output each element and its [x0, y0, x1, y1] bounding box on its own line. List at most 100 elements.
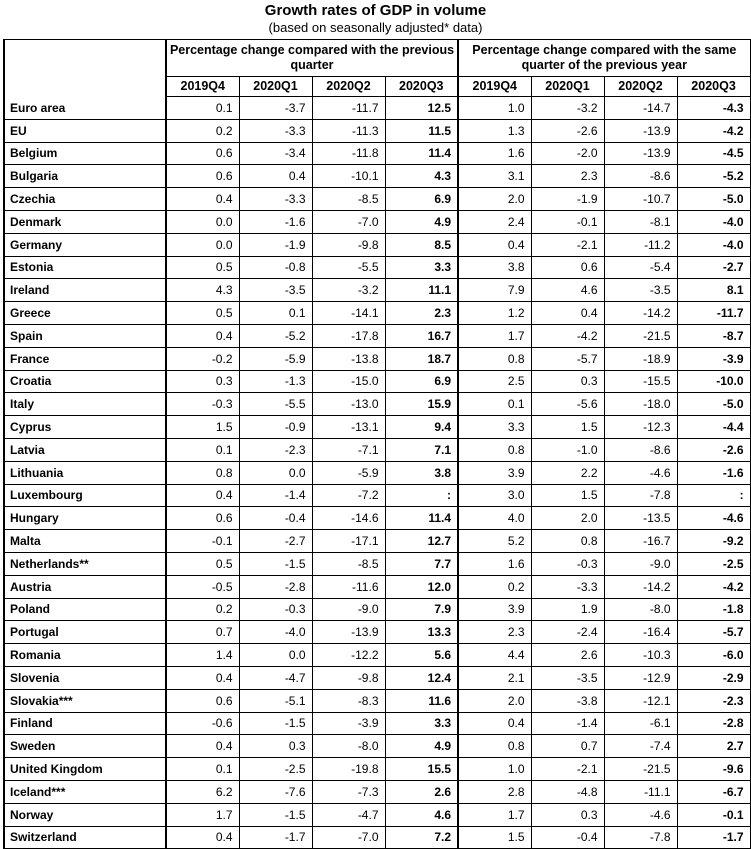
value-cell: 0.7	[165, 620, 239, 645]
value-cell: -7.6	[238, 780, 312, 804]
value-cell: 0.3	[238, 734, 312, 759]
value-cell: -16.7	[603, 529, 678, 553]
value-cell: 2.4	[457, 210, 532, 234]
table-row: Euro area 0.1 -3.7 -11.7 12.5 1.0 -3.2 -14.7 -4.…	[4, 96, 751, 120]
value-cell: -1.6	[238, 210, 312, 234]
value-cell: -5.1	[238, 689, 312, 713]
value-cell: -12.9	[603, 666, 678, 690]
year-group-header: Percentage change compared with the same…	[457, 39, 751, 77]
value-cell: -13.0	[311, 392, 385, 417]
value-cell: -3.3	[238, 119, 312, 143]
value-cell: -2.8	[238, 575, 312, 599]
country-label: Czechia	[4, 187, 166, 211]
value-cell: -1.6	[676, 461, 751, 485]
value-cell: -4.0	[676, 233, 751, 257]
value-cell: -2.3	[238, 438, 312, 462]
value-cell: -0.3	[238, 598, 312, 622]
value-cell: -17.8	[311, 324, 385, 348]
value-cell: 3.9	[457, 461, 532, 485]
value-cell: -5.2	[238, 324, 312, 348]
value-cell: 2.2	[530, 461, 605, 485]
value-cell: 1.2	[457, 301, 532, 325]
value-cell: -18.9	[603, 347, 678, 371]
value-cell: 11.6	[384, 689, 459, 713]
value-cell: 3.8	[457, 256, 532, 280]
country-label: United Kingdom	[4, 757, 166, 781]
value-cell: 0.4	[457, 712, 532, 736]
value-cell: 2.6	[384, 780, 459, 804]
country-label: Iceland***	[4, 780, 166, 804]
value-cell: 3.0	[457, 484, 532, 508]
value-cell: -3.7	[238, 96, 312, 120]
value-cell: -0.8	[238, 256, 312, 280]
value-cell: -16.4	[603, 620, 678, 645]
value-cell: -12.1	[603, 689, 678, 713]
value-cell: -1.7	[238, 826, 312, 849]
value-cell: -3.9	[311, 712, 385, 736]
country-label: Netherlands**	[4, 552, 166, 576]
value-cell: 2.0	[530, 506, 605, 531]
value-cell: -1.4	[530, 712, 605, 736]
value-cell: 0.5	[165, 552, 239, 576]
value-cell: 7.1	[384, 438, 459, 462]
period-header: 2020Q3	[384, 76, 459, 97]
value-cell: -15.5	[603, 370, 678, 394]
value-cell: -13.1	[311, 415, 385, 439]
value-cell: -3.5	[238, 278, 312, 303]
period-header: 2019Q4	[165, 76, 239, 97]
value-cell: -8.5	[311, 187, 385, 211]
period-header: 2020Q2	[603, 76, 678, 97]
value-cell: -2.7	[676, 256, 751, 280]
value-cell: -8.7	[676, 324, 751, 348]
value-cell: -5.4	[603, 256, 678, 280]
value-cell: -2.1	[530, 757, 605, 781]
value-cell: -9.0	[603, 552, 678, 576]
country-label: Cyprus	[4, 415, 166, 439]
country-label: Greece	[4, 301, 166, 325]
value-cell: -14.6	[311, 506, 385, 531]
value-cell: 0.0	[165, 233, 239, 257]
value-cell: -1.7	[676, 826, 751, 849]
value-cell: 0.3	[530, 370, 605, 394]
value-cell: 0.6	[165, 164, 239, 189]
value-cell: -4.2	[530, 324, 605, 348]
country-label: Portugal	[4, 620, 166, 645]
quarter-group-header: Percentage change compared with the prev…	[164, 39, 459, 77]
value-cell: 0.1	[457, 392, 532, 417]
value-cell: 6.9	[384, 187, 459, 211]
value-cell: -2.5	[238, 757, 312, 781]
value-cell: 0.6	[165, 689, 239, 713]
value-cell: -21.5	[603, 324, 678, 348]
value-cell: -0.9	[238, 415, 312, 439]
value-cell: -4.2	[676, 119, 751, 143]
value-cell: -4.0	[238, 620, 312, 645]
value-cell: -5.2	[676, 164, 751, 189]
table-row: Portugal 0.7 -4.0 -13.9 13.3 2.3 -2.4 -16.4 -5.7	[4, 620, 751, 645]
value-cell: -13.9	[603, 142, 678, 166]
value-cell: 11.5	[384, 119, 459, 143]
value-cell: -12.3	[603, 415, 678, 439]
value-cell: 4.6	[530, 278, 605, 303]
value-cell: -7.8	[603, 484, 678, 508]
value-cell: -0.1	[676, 803, 751, 827]
value-cell: 1.5	[530, 415, 605, 439]
country-label: Slovenia	[4, 666, 166, 690]
value-cell: 0.0	[238, 643, 312, 667]
value-cell: 0.3	[165, 370, 239, 394]
table-row: Denmark 0.0 -1.6 -7.0 4.9 2.4 -0.1 -8.1 -4.0	[4, 210, 751, 234]
value-cell: -5.9	[311, 461, 385, 485]
value-cell: -2.3	[676, 689, 751, 713]
table-row: Slovenia 0.4 -4.7 -9.8 12.4 2.1 -3.5 -12.9 -2.9	[4, 666, 751, 690]
value-cell: -11.7	[676, 301, 751, 325]
value-cell: -1.5	[238, 803, 312, 827]
value-cell: 1.7	[457, 324, 532, 348]
country-label: Austria	[4, 575, 166, 599]
value-cell: 3.1	[457, 164, 532, 189]
value-cell: -1.9	[530, 187, 605, 211]
value-cell: -5.5	[311, 256, 385, 280]
value-cell: -2.0	[530, 142, 605, 166]
value-cell: 2.8	[457, 780, 532, 804]
table-title: Growth rates of GDP in volume	[264, 2, 487, 19]
country-label: Latvia	[4, 438, 166, 462]
country-label: Denmark	[4, 210, 166, 234]
